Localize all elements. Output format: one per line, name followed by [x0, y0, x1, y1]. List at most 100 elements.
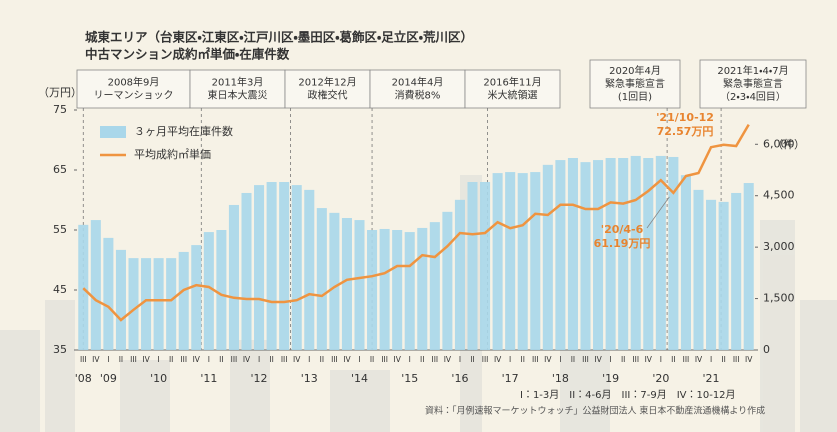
bar — [580, 162, 591, 350]
annotation-arrow — [646, 196, 670, 229]
event-label: 2011年3月 — [212, 76, 264, 89]
x-tick-label: II — [721, 355, 725, 364]
x-tick-label: II — [470, 355, 474, 364]
bar — [731, 192, 742, 350]
x-tick-label: II — [671, 355, 675, 364]
bar — [228, 204, 239, 350]
y2-tick-label: 4,500 — [763, 189, 795, 202]
x-tick-label: II — [269, 355, 273, 364]
x-tick-label: I — [509, 355, 511, 364]
bar — [454, 199, 465, 350]
x-tick-label: III — [632, 355, 639, 364]
bar — [743, 183, 754, 350]
x-tick-label: II — [119, 355, 123, 364]
bar — [392, 230, 403, 350]
bar — [718, 201, 729, 350]
event-label: 2008年9月 — [108, 76, 160, 89]
event-label: 2014年4月 — [392, 76, 444, 89]
x-tick-label: IV — [343, 355, 351, 364]
event-label: 東日本大震災 — [208, 89, 268, 102]
bar — [655, 155, 666, 350]
bar — [241, 192, 252, 350]
x-tick-label: III — [582, 355, 589, 364]
bar — [115, 249, 126, 350]
x-tick-label: II — [219, 355, 223, 364]
x-year-label: '08 — [75, 372, 92, 385]
x-tick-label: III — [331, 355, 338, 364]
event-label: 2016年11月 — [483, 76, 541, 89]
background-city — [0, 175, 837, 432]
x-year-label: '20 — [652, 372, 669, 385]
quarter-legend: I：1-3月 II：4-6月 III：7-9月 IV：10-12月 — [520, 389, 736, 401]
event-label: 緊急事態宣言 — [605, 77, 665, 90]
x-tick-label: III — [733, 355, 740, 364]
bar — [329, 212, 340, 350]
chart-title: 城東エリア（台東区・江東区・江戸川区・墨田区・葛飾区・足立区・荒川区） — [85, 30, 473, 45]
bar — [505, 172, 516, 350]
bar — [291, 185, 302, 350]
event-label: 2021年1・4・7月 — [717, 64, 788, 77]
bar — [304, 189, 315, 350]
x-year-label: '21 — [703, 372, 720, 385]
x-tick-label: IV — [243, 355, 251, 364]
x-tick-label: III — [80, 355, 87, 364]
bar — [429, 222, 440, 350]
bar — [279, 182, 290, 350]
event-box — [284, 69, 371, 109]
event-box — [76, 69, 191, 109]
y-tick-label: 75 — [53, 103, 67, 116]
legend-swatch — [100, 126, 126, 138]
bar — [341, 218, 352, 350]
x-tick-label: II — [420, 355, 424, 364]
data-label: 61.19万円 — [594, 237, 651, 250]
x-tick-label: III — [532, 355, 539, 364]
x-tick-label: I — [559, 355, 561, 364]
x-tick-label: I — [610, 355, 612, 364]
event-label: 緊急事態宣言 — [723, 77, 783, 90]
y2-tick-label: 3,000 — [763, 240, 795, 253]
bar — [216, 230, 227, 350]
y2-tick-label: 0 — [763, 343, 770, 356]
x-tick-label: II — [521, 355, 525, 364]
y2-tick-label: 6,000 — [763, 137, 795, 150]
y-axis-label: （万円） — [38, 86, 82, 99]
event-box — [464, 69, 561, 109]
x-tick-label: IV — [142, 355, 150, 364]
x-tick-label: I — [358, 355, 360, 364]
bar — [680, 175, 691, 350]
bar — [141, 258, 152, 350]
x-tick-label: IV — [594, 355, 602, 364]
data-label: 72.57万円 — [657, 125, 714, 138]
bar — [706, 199, 717, 350]
bar — [191, 245, 202, 350]
bar — [316, 208, 327, 350]
bar — [567, 158, 578, 350]
x-year-label: '13 — [301, 372, 318, 385]
event-label: （2・3・4回目） — [720, 91, 786, 103]
bar — [593, 160, 604, 350]
x-tick-label: IV — [293, 355, 301, 364]
x-tick-label: III — [482, 355, 489, 364]
event-box — [699, 59, 807, 109]
x-tick-label: III — [180, 355, 187, 364]
y2-tick-label: 1,500 — [763, 292, 795, 305]
source-note: 資料：「月例速報マーケットウォッチ」公益財団法人 東日本不動産流通機構より作成 — [425, 405, 765, 417]
x-tick-label: I — [710, 355, 712, 364]
bar — [103, 237, 114, 350]
x-year-label: '10 — [150, 372, 167, 385]
x-tick-label: IV — [645, 355, 653, 364]
bar — [555, 160, 566, 350]
x-tick-label: I — [459, 355, 461, 364]
legend-label: 平均成約㎡単価 — [134, 147, 211, 161]
x-tick-label: III — [231, 355, 238, 364]
y-tick-label: 55 — [53, 223, 67, 236]
bar — [530, 172, 541, 350]
x-tick-label: IV — [193, 355, 201, 364]
bar — [203, 232, 214, 350]
x-tick-label: II — [169, 355, 173, 364]
x-year-label: '19 — [602, 372, 619, 385]
x-tick-label: I — [660, 355, 662, 364]
